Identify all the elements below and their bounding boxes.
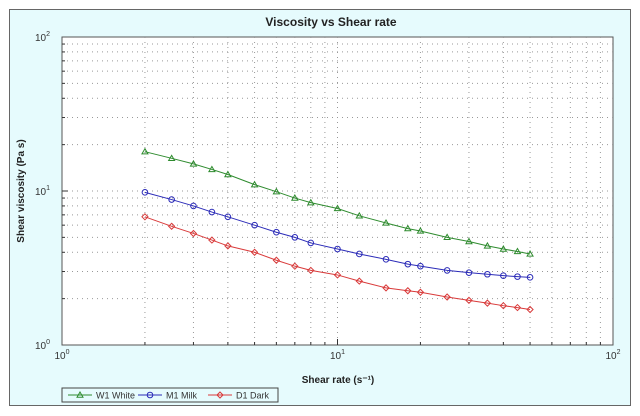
data-point	[513, 247, 522, 255]
data-point	[526, 274, 534, 281]
data-point	[416, 288, 425, 296]
data-point	[382, 218, 390, 226]
data-point	[499, 245, 508, 252]
data-point	[224, 213, 232, 221]
data-point	[356, 250, 363, 258]
data-point	[443, 233, 451, 241]
data-point	[404, 260, 412, 268]
data-point	[216, 391, 224, 399]
data-point	[416, 226, 425, 234]
legend-item: W1 White	[68, 391, 135, 401]
series-m1-milk	[141, 189, 534, 281]
data-point	[403, 224, 412, 232]
data-point	[483, 299, 492, 307]
data-point	[250, 180, 259, 188]
data-point	[290, 194, 299, 201]
data-point	[526, 305, 534, 314]
data-point	[189, 159, 198, 167]
data-point	[190, 202, 197, 210]
data-point	[382, 256, 390, 263]
series-w1-white	[141, 147, 534, 257]
x-tick-label: 102	[605, 349, 620, 362]
legend-item: M1 Milk	[138, 391, 197, 401]
data-point	[141, 189, 149, 196]
data-point	[514, 273, 521, 280]
legend: W1 White M1 Milk D1 Dark	[61, 387, 279, 403]
data-point	[251, 221, 258, 229]
grid	[62, 37, 613, 345]
data-point	[208, 165, 216, 173]
data-point	[141, 213, 149, 221]
data-point	[465, 269, 473, 276]
data-point	[417, 262, 424, 270]
legend-label: W1 White	[96, 391, 135, 401]
data-point	[333, 204, 342, 212]
data-point	[404, 287, 412, 295]
x-axis-label: Shear rate (s⁻¹)	[302, 375, 375, 386]
data-point	[272, 256, 281, 264]
data-point	[355, 277, 364, 285]
data-point	[272, 187, 281, 195]
data-point	[513, 303, 522, 312]
data-point	[500, 272, 507, 279]
data-point	[526, 249, 534, 257]
data-point	[273, 228, 280, 236]
y-axis-label: Shear viscosity (Pa s)	[16, 139, 27, 242]
y-tick-label: 100	[35, 339, 50, 352]
data-point	[208, 208, 216, 216]
data-point	[189, 229, 198, 238]
axes: 100 101 102 100 101 102	[35, 31, 621, 362]
data-point	[167, 222, 176, 230]
data-point	[355, 211, 364, 219]
data-point	[306, 198, 315, 206]
data-point	[291, 262, 299, 270]
data-point	[141, 147, 149, 155]
y-tick-label: 102	[35, 31, 50, 44]
data-point	[499, 301, 508, 310]
data-point	[167, 154, 176, 162]
data-point	[465, 296, 473, 305]
data-point	[291, 234, 299, 241]
data-point	[168, 196, 175, 203]
data-point	[76, 390, 84, 398]
data-point	[484, 270, 491, 278]
legend-label: M1 Milk	[166, 391, 197, 401]
data-point	[382, 284, 390, 292]
data-point	[307, 266, 315, 275]
data-point	[224, 242, 232, 250]
x-tick-label: 100	[54, 349, 69, 362]
y-tick-label: 101	[35, 185, 50, 198]
data-point	[250, 248, 259, 256]
data-point	[224, 170, 232, 178]
data-point	[333, 271, 342, 279]
data-point	[465, 237, 473, 245]
series-group	[141, 147, 534, 314]
data-point	[146, 391, 154, 399]
data-point	[483, 241, 492, 249]
data-point	[208, 236, 216, 244]
data-point	[443, 267, 451, 274]
legend-box	[61, 387, 279, 403]
data-point	[334, 245, 341, 253]
series-d1-dark	[141, 213, 534, 314]
chart-title: Viscosity vs Shear rate	[265, 15, 397, 29]
data-point	[307, 239, 315, 247]
legend-item: D1 Dark	[208, 391, 270, 401]
x-tick-label: 101	[330, 349, 345, 362]
legend-label: D1 Dark	[236, 391, 270, 401]
data-point	[443, 293, 451, 301]
